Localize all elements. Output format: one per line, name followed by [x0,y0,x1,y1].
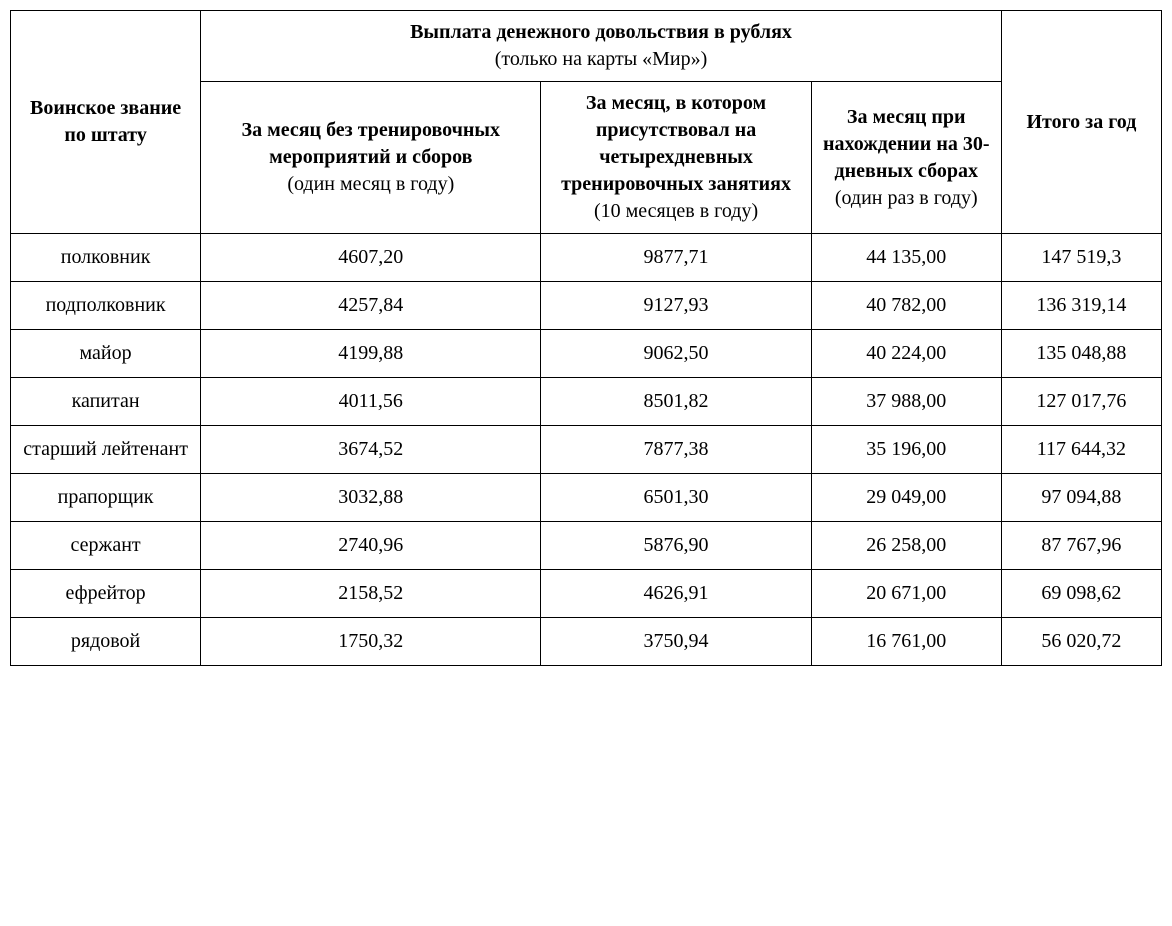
col-header-c2-label: За месяц, в котором присутствовал на чет… [561,92,791,195]
cell-c3: 40 224,00 [811,330,1001,378]
cell-rank: прапорщик [11,474,201,522]
table-row: сержант2740,965876,9026 258,0087 767,96 [11,522,1162,570]
col-header-c1-label: За месяц без тренировочных мероприятий и… [242,119,500,168]
table-row: майор4199,889062,5040 224,00135 048,88 [11,330,1162,378]
cell-total: 56 020,72 [1001,618,1161,666]
cell-total: 136 319,14 [1001,282,1161,330]
table-row: полковник4607,209877,7144 135,00147 519,… [11,234,1162,282]
col-header-group-label: Выплата денежного довольствия в рублях [410,21,792,43]
col-header-c1-note: (один месяц в году) [211,171,530,198]
cell-c1: 2740,96 [201,522,541,570]
cell-c1: 3032,88 [201,474,541,522]
cell-c1: 4011,56 [201,378,541,426]
cell-c1: 3674,52 [201,426,541,474]
col-header-total: Итого за год [1001,11,1161,234]
payment-table: Воинское звание по штату Выплата денежно… [10,10,1162,666]
table-row: подполковник4257,849127,9340 782,00136 3… [11,282,1162,330]
cell-total: 97 094,88 [1001,474,1161,522]
table-row: старший лейтенант3674,527877,3835 196,00… [11,426,1162,474]
col-header-rank: Воинское звание по штату [11,11,201,234]
cell-c1: 4257,84 [201,282,541,330]
cell-c2: 5876,90 [541,522,811,570]
cell-rank: старший лейтенант [11,426,201,474]
col-header-c3-note: (один раз в году) [822,185,991,212]
table-row: ефрейтор2158,524626,9120 671,0069 098,62 [11,570,1162,618]
col-header-c2-note: (10 месяцев в году) [551,198,800,225]
cell-rank: майор [11,330,201,378]
cell-total: 147 519,3 [1001,234,1161,282]
cell-total: 127 017,76 [1001,378,1161,426]
cell-c2: 7877,38 [541,426,811,474]
cell-rank: подполковник [11,282,201,330]
col-header-total-label: Итого за год [1026,111,1136,133]
col-header-c2: За месяц, в котором присутствовал на чет… [541,82,811,234]
cell-c3: 35 196,00 [811,426,1001,474]
cell-c1: 2158,52 [201,570,541,618]
cell-c2: 8501,82 [541,378,811,426]
cell-c1: 1750,32 [201,618,541,666]
table-row: капитан4011,568501,8237 988,00127 017,76 [11,378,1162,426]
cell-c2: 9127,93 [541,282,811,330]
cell-c2: 6501,30 [541,474,811,522]
col-header-group: Выплата денежного довольствия в рублях (… [201,11,1002,82]
cell-c1: 4607,20 [201,234,541,282]
cell-c2: 3750,94 [541,618,811,666]
cell-c2: 9877,71 [541,234,811,282]
cell-c3: 44 135,00 [811,234,1001,282]
cell-total: 117 644,32 [1001,426,1161,474]
col-header-c3: За месяц при нахождении на 30-дневных сб… [811,82,1001,234]
col-header-group-note: (только на карты «Мир») [211,46,991,73]
cell-c2: 4626,91 [541,570,811,618]
col-header-c1: За месяц без тренировочных мероприятий и… [201,82,541,234]
col-header-c3-label: За месяц при нахождении на 30-дневных сб… [823,106,990,182]
cell-c3: 16 761,00 [811,618,1001,666]
cell-c3: 20 671,00 [811,570,1001,618]
table-row: прапорщик3032,886501,3029 049,0097 094,8… [11,474,1162,522]
cell-total: 69 098,62 [1001,570,1161,618]
cell-c2: 9062,50 [541,330,811,378]
cell-rank: рядовой [11,618,201,666]
cell-c3: 40 782,00 [811,282,1001,330]
col-header-rank-label: Воинское звание по штату [30,97,181,146]
cell-rank: сержант [11,522,201,570]
table-row: рядовой1750,323750,9416 761,0056 020,72 [11,618,1162,666]
cell-total: 135 048,88 [1001,330,1161,378]
cell-c3: 29 049,00 [811,474,1001,522]
cell-c3: 26 258,00 [811,522,1001,570]
cell-c3: 37 988,00 [811,378,1001,426]
table-header: Воинское звание по штату Выплата денежно… [11,11,1162,234]
cell-rank: капитан [11,378,201,426]
cell-rank: ефрейтор [11,570,201,618]
cell-rank: полковник [11,234,201,282]
cell-total: 87 767,96 [1001,522,1161,570]
table-body: полковник4607,209877,7144 135,00147 519,… [11,234,1162,666]
cell-c1: 4199,88 [201,330,541,378]
